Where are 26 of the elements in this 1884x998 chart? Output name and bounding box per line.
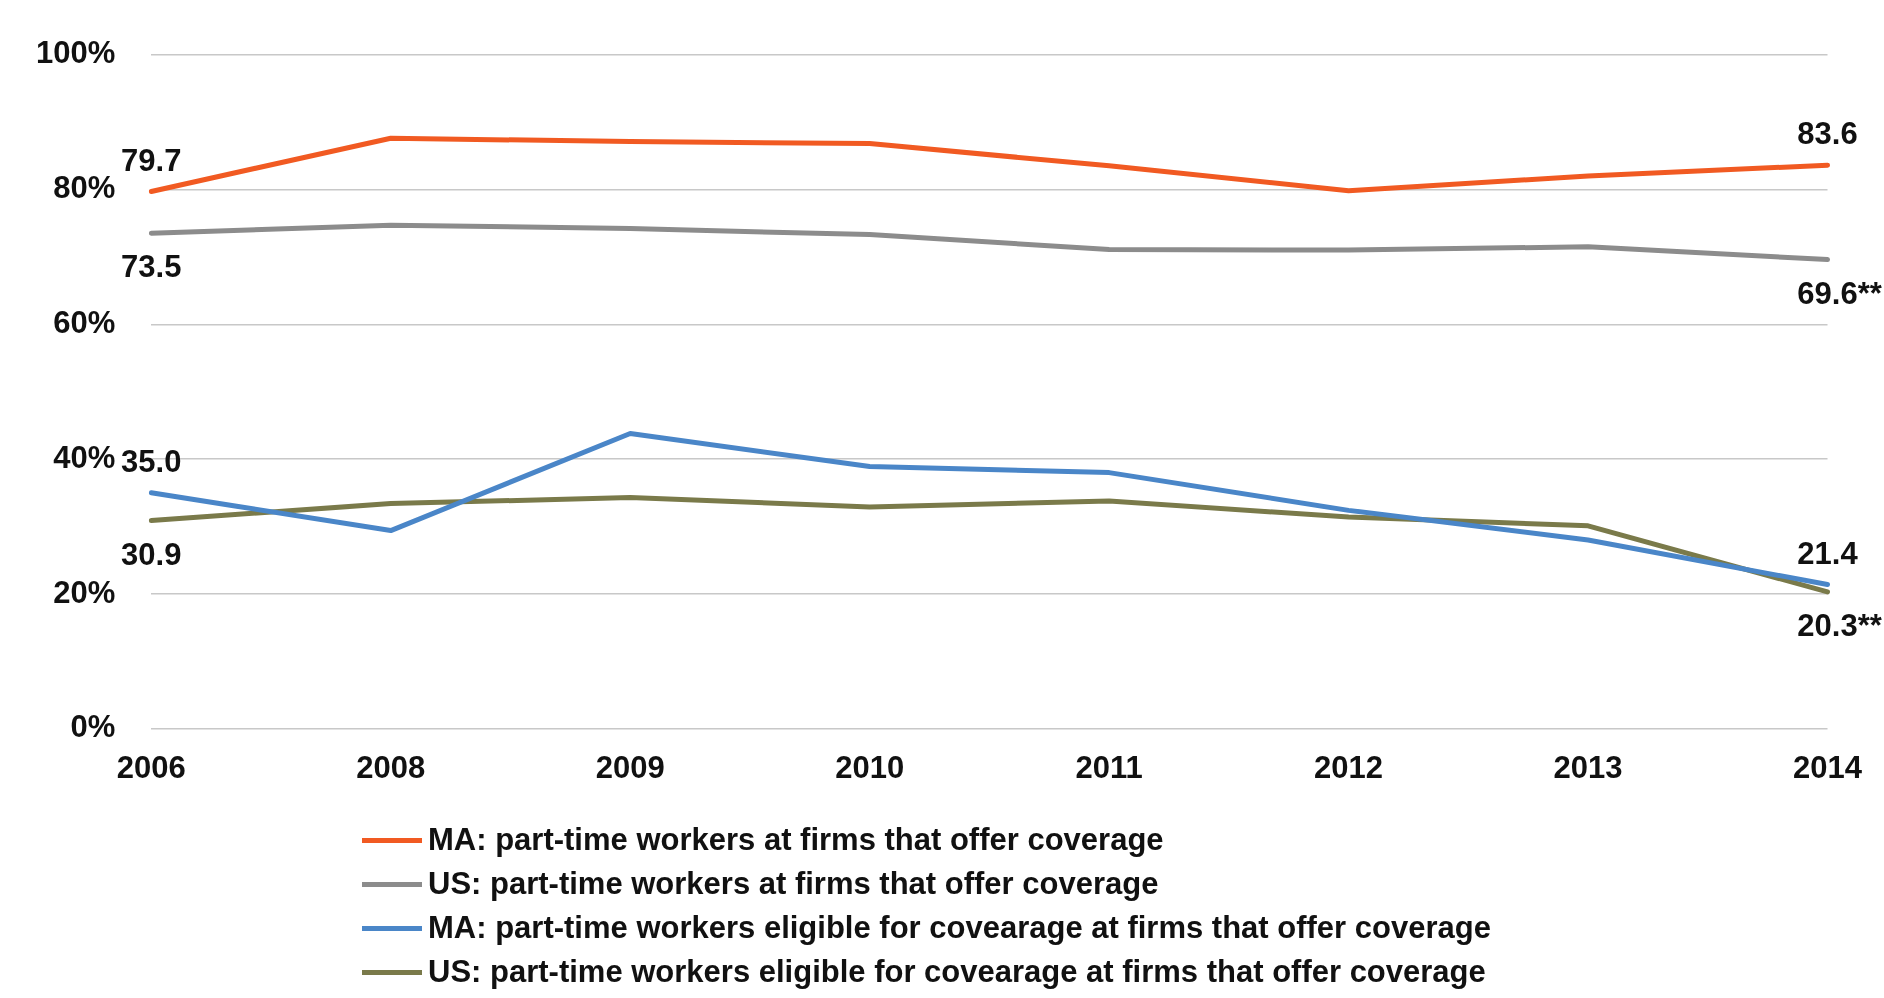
y-tick-label: 60% [53,304,116,340]
x-tick-label: 2014 [1793,749,1863,785]
legend-label: US: part-time workers at firms that offer coverage [428,866,1159,902]
x-tick-label: 2006 [116,749,186,785]
x-tick-label: 2010 [835,749,905,785]
y-tick-label: 100% [35,35,116,71]
legend-label: MA: part-time workers eligible for covearage at firms that offer coverage [428,910,1491,946]
data-label: 83.6 [1797,116,1858,152]
x-tick-label: 2012 [1314,749,1384,785]
data-label: 20.3** [1797,607,1883,643]
data-label: 73.5 [121,249,182,285]
x-tick-label: 2009 [595,749,665,785]
data-label: 69.6** [1797,275,1883,311]
x-tick-label: 2008 [356,749,426,785]
y-tick-label: 80% [53,169,116,205]
data-label: 30.9 [121,536,182,572]
data-label: 21.4 [1797,535,1859,571]
data-label: 35.0 [121,443,182,479]
legend-label: MA: part-time workers at firms that offer coverage [428,822,1164,858]
y-tick-label: 0% [70,709,116,745]
x-tick-label: 2011 [1075,749,1143,785]
y-tick-label: 40% [53,439,116,475]
legend-label: US: part-time workers eligible for covearage at firms that offer coverage [428,954,1486,990]
data-label: 79.7 [121,142,182,178]
x-tick-label: 2013 [1553,749,1623,785]
y-tick-label: 20% [53,574,116,610]
